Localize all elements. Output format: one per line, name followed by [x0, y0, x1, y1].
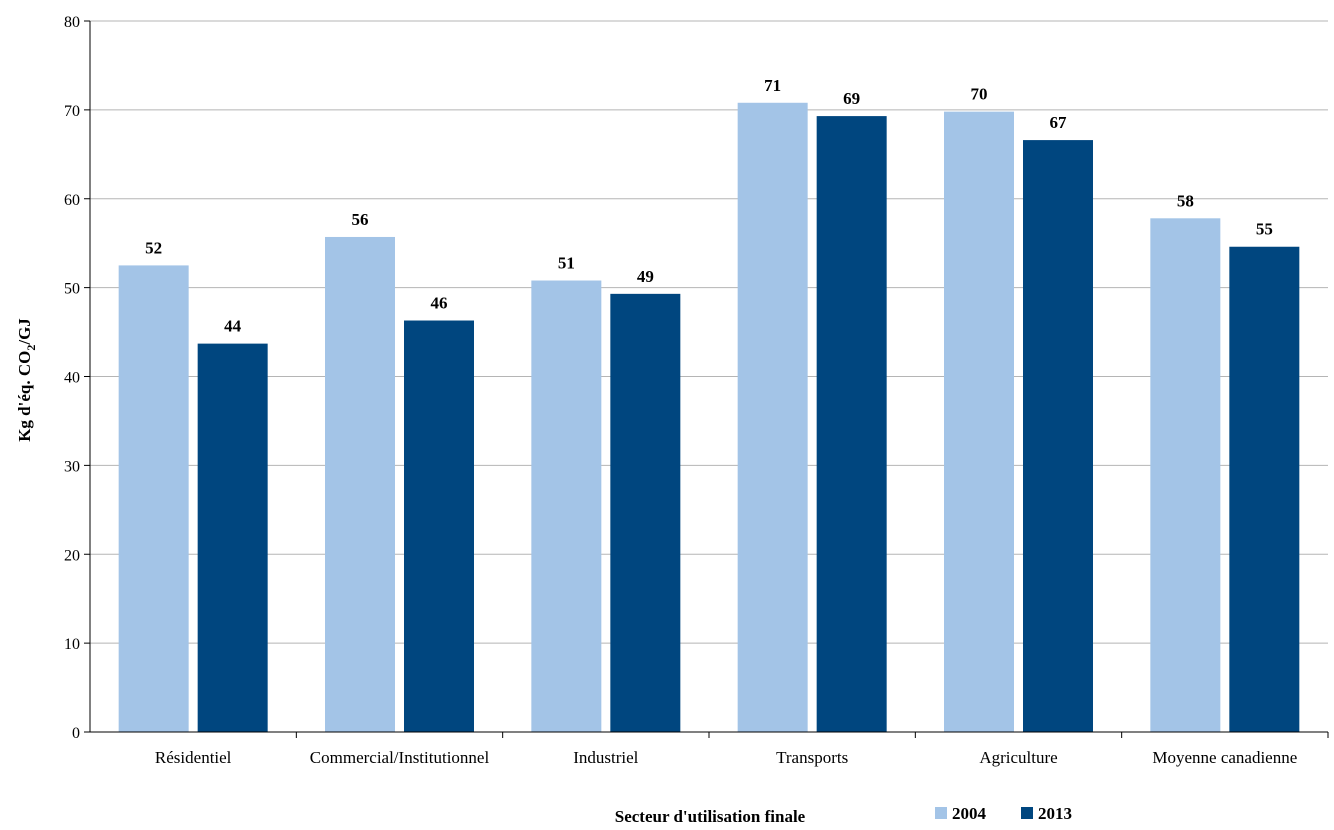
bar-2004: [118, 265, 189, 732]
x-axis-title: Secteur d'utilisation finale: [615, 807, 806, 826]
data-label: 58: [1177, 191, 1194, 210]
data-label: 69: [843, 89, 860, 108]
y-tick-label: 40: [64, 370, 80, 387]
y-tick-label: 80: [64, 14, 80, 31]
category-label: Résidentiel: [155, 748, 232, 767]
y-tick-label: 0: [72, 725, 80, 742]
y-axis-title-subscript: 2: [24, 345, 38, 351]
y-axis-title-tail: /GJ: [15, 318, 34, 346]
bar-2013: [816, 116, 887, 732]
bar-2004: [531, 280, 602, 732]
data-label: 44: [224, 317, 242, 336]
y-axis-title: Kg d'éq. CO2/GJ: [15, 318, 38, 442]
data-label: 71: [764, 76, 781, 95]
data-label: 67: [1050, 113, 1068, 132]
axes: 0 10 20 30 40 50 60 70 80 Résidentiel Commercial/I…: [64, 14, 1329, 767]
data-label: 52: [145, 238, 162, 257]
bar-2013: [1023, 140, 1093, 732]
category-label: Agriculture: [979, 748, 1057, 767]
bar-2004: [1150, 218, 1221, 733]
y-tick-label: 50: [64, 281, 80, 298]
category-label: Moyenne canadienne: [1152, 748, 1297, 767]
legend-label-2004: 2004: [952, 804, 987, 823]
data-label: 49: [637, 267, 654, 286]
bar-2013: [404, 320, 474, 732]
bars: [118, 102, 1300, 733]
bar-2004: [737, 102, 808, 732]
data-label: 56: [352, 210, 369, 229]
legend-swatch-2013: [1021, 807, 1033, 819]
bar-2013: [1229, 246, 1300, 732]
y-tick-label: 20: [64, 547, 80, 564]
data-label: 46: [431, 294, 448, 313]
y-axis-title-main: Kg d'éq. CO: [15, 351, 34, 442]
legend: 2004 2013: [935, 804, 1072, 823]
bar-2013: [197, 343, 268, 732]
data-label: 70: [971, 85, 988, 104]
gridlines: [90, 20, 1328, 644]
data-labels: 52 44 56 46 51 49 71 69 70 67 58 55: [145, 76, 1273, 336]
category-label: Industriel: [573, 748, 638, 767]
y-tick-label: 10: [64, 636, 80, 653]
data-label: 51: [558, 254, 575, 273]
y-tick-label: 30: [64, 458, 80, 475]
category-label: Transports: [776, 748, 848, 767]
y-tick-label: 70: [64, 103, 80, 120]
bar-2004: [325, 236, 395, 732]
legend-swatch-2004: [935, 807, 947, 819]
category-label: Commercial/Institutionnel: [310, 748, 490, 767]
data-label: 55: [1256, 220, 1273, 239]
legend-label-2013: 2013: [1038, 804, 1072, 823]
y-tick-label: 60: [64, 192, 80, 209]
bar-2004: [944, 111, 1014, 733]
bar-2013: [610, 293, 681, 732]
